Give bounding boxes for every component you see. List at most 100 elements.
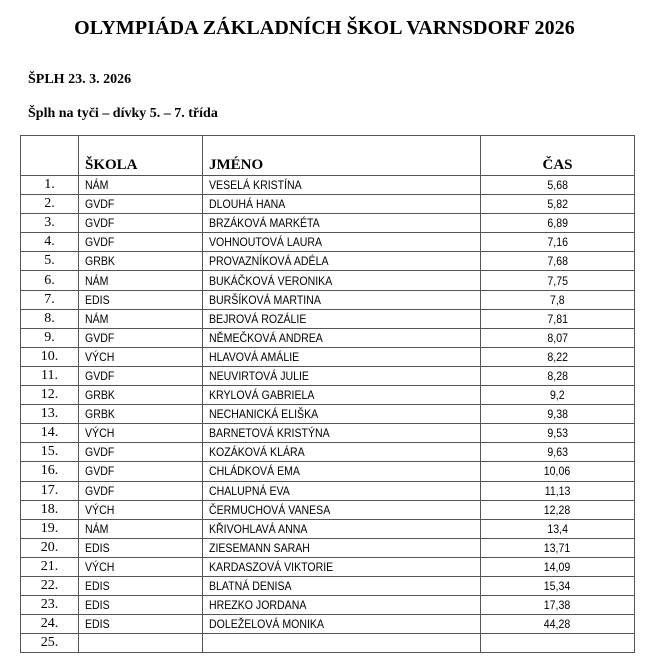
document-title: OLYMPIÁDA ZÁKLADNÍCH ŠKOL VARNSDORF 2026 xyxy=(74,17,575,39)
time-cell-text: 11,13 xyxy=(544,483,571,498)
time-cell-text: 7,75 xyxy=(547,273,568,288)
school-cell-text: EDIS xyxy=(85,579,110,594)
time-cell xyxy=(480,633,635,654)
table-row: 5. GRBK PROVAZNÍKOVÁ ADÉLA 7,68 xyxy=(20,251,635,272)
school-cell-text: GRBK xyxy=(85,407,115,422)
table-row: 17. GVDF CHALUPNÁ EVA 11,13 xyxy=(20,480,635,501)
category-heading: Šplh na tyči – dívky 5. – 7. třída xyxy=(28,106,218,121)
school-cell-text: NÁM xyxy=(85,521,109,536)
time-cell-text: 12,28 xyxy=(544,502,571,517)
time-cell-text: 8,07 xyxy=(547,330,568,345)
school-cell-text: VÝCH xyxy=(85,502,115,517)
results-table: ŠKOLA JMÉNO ČAS 1. NÁM VESELÁ KRISTÍNA 5,68… xyxy=(20,135,635,654)
rank-cell: 9. xyxy=(20,327,79,348)
school-cell: GVDF xyxy=(78,194,203,215)
time-cell-text: 5,68 xyxy=(547,178,568,193)
name-cell xyxy=(202,633,481,654)
school-cell-text: GVDF xyxy=(85,235,115,250)
school-cell: EDIS xyxy=(78,537,203,558)
rank-cell: 14. xyxy=(20,423,79,444)
rank-cell: 16. xyxy=(20,461,79,482)
school-cell-text: NÁM xyxy=(85,178,109,193)
rank-cell: 1. xyxy=(20,174,79,196)
name-cell-text: DOLEŽELOVÁ MONIKA xyxy=(209,617,325,632)
table-row: 21. VÝCH KARDASZOVÁ VIKTORIE 14,09 xyxy=(20,556,635,577)
name-cell-text: ZIESEMANN SARAH xyxy=(209,540,310,555)
school-cell: EDIS xyxy=(78,614,203,635)
table-row: 22. EDIS BLATNÁ DENISA 15,34 xyxy=(20,575,635,597)
name-cell-text: KOZÁKOVÁ KLÁRA xyxy=(209,445,305,460)
name-cell: DOLEŽELOVÁ MONIKA xyxy=(202,614,481,635)
school-cell: VÝCH xyxy=(78,499,203,520)
time-cell-text: 8,22 xyxy=(547,349,568,364)
time-cell: 13,71 xyxy=(480,537,635,558)
time-cell-text: 7,81 xyxy=(547,311,568,326)
school-cell: EDIS xyxy=(78,595,203,616)
header-school: ŠKOLA xyxy=(78,135,203,176)
name-cell: DLOUHÁ HANA xyxy=(202,194,481,215)
rank-cell: 6. xyxy=(20,270,79,291)
time-cell-text: 14,09 xyxy=(544,559,571,574)
table-row: 19. NÁM KŘIVOHLAVÁ ANNA 13,4 xyxy=(20,518,635,539)
name-cell-text: BRZÁKOVÁ MARKÉTA xyxy=(209,216,320,231)
time-cell-text: 9,2 xyxy=(550,388,565,403)
school-cell-text: GVDF xyxy=(85,330,115,345)
name-cell-text: BLATNÁ DENISA xyxy=(209,579,292,594)
school-cell-text: EDIS xyxy=(85,540,110,555)
school-cell: VÝCH xyxy=(78,423,203,444)
name-cell-text: HLAVOVÁ AMÁLIE xyxy=(209,349,300,364)
school-cell-text: EDIS xyxy=(85,617,110,632)
name-cell: NEUVIRTOVÁ JULIE xyxy=(202,365,481,387)
time-cell-text: 7,8 xyxy=(550,292,565,307)
table-row: 9. GVDF NĚMEČKOVÁ ANDREA 8,07 xyxy=(20,327,635,348)
table-row: 23. EDIS HREZKO JORDANA 17,38 xyxy=(20,595,635,616)
time-cell: 12,28 xyxy=(480,499,635,520)
rank-cell: 12. xyxy=(20,385,79,406)
name-cell-text: NECHANICKÁ ELIŠKA xyxy=(209,407,319,422)
time-cell: 7,16 xyxy=(480,232,635,253)
name-cell-text: VOHNOUTOVÁ LAURA xyxy=(209,235,323,250)
name-cell-text: KŘIVOHLAVÁ ANNA xyxy=(209,521,308,536)
school-cell-text: GVDF xyxy=(85,368,115,383)
school-cell-text: GRBK xyxy=(85,254,115,269)
time-cell: 9,38 xyxy=(480,404,635,425)
time-cell-text: 10,06 xyxy=(544,464,571,479)
school-cell-text: VÝCH xyxy=(85,426,115,441)
school-cell-text: GVDF xyxy=(85,197,115,212)
time-cell: 7,81 xyxy=(480,308,635,329)
school-cell: GRBK xyxy=(78,251,203,272)
name-cell: BLATNÁ DENISA xyxy=(202,575,481,597)
table-row: 3. GVDF BRZÁKOVÁ MARKÉTA 6,89 xyxy=(20,213,635,234)
school-cell: GVDF xyxy=(78,461,203,482)
table-row: 16. GVDF CHLÁDKOVÁ EMA 10,06 xyxy=(20,461,635,482)
name-cell: HLAVOVÁ AMÁLIE xyxy=(202,346,481,367)
school-cell: NÁM xyxy=(78,270,203,291)
time-cell-text: 9,53 xyxy=(547,426,568,441)
table-row: 1. NÁM VESELÁ KRISTÍNA 5,68 xyxy=(20,174,635,196)
time-cell: 8,07 xyxy=(480,327,635,348)
name-cell-text: KARDASZOVÁ VIKTORIE xyxy=(209,559,334,574)
time-cell-text: 7,68 xyxy=(547,254,568,269)
table-row: 13. GRBK NECHANICKÁ ELIŠKA 9,38 xyxy=(20,404,635,425)
name-cell-text: DLOUHÁ HANA xyxy=(209,197,286,212)
time-cell: 11,13 xyxy=(480,480,635,501)
name-cell-text: KRYLOVÁ GABRIELA xyxy=(209,388,315,403)
time-cell: 6,89 xyxy=(480,213,635,234)
rank-cell: 19. xyxy=(20,518,79,539)
time-cell: 7,8 xyxy=(480,289,635,310)
name-cell: HREZKO JORDANA xyxy=(202,595,481,616)
table-row: 12. GRBK KRYLOVÁ GABRIELA 9,2 xyxy=(20,385,635,406)
time-cell: 13,4 xyxy=(480,518,635,539)
table-body: 1. NÁM VESELÁ KRISTÍNA 5,68 2. GVDF DLOUHÁ HAN… xyxy=(20,174,635,654)
school-cell: NÁM xyxy=(78,308,203,329)
school-cell-text: NÁM xyxy=(85,273,109,288)
time-cell: 7,75 xyxy=(480,270,635,291)
table-row: 15. GVDF KOZÁKOVÁ KLÁRA 9,63 xyxy=(20,442,635,463)
name-cell: NECHANICKÁ ELIŠKA xyxy=(202,404,481,425)
time-cell: 5,82 xyxy=(480,194,635,215)
event-heading: ŠPLH 23. 3. 2026 xyxy=(28,72,132,87)
school-cell: EDIS xyxy=(78,289,203,310)
header-rank xyxy=(20,135,79,176)
rank-cell: 2. xyxy=(20,194,79,215)
school-cell: VÝCH xyxy=(78,346,203,367)
